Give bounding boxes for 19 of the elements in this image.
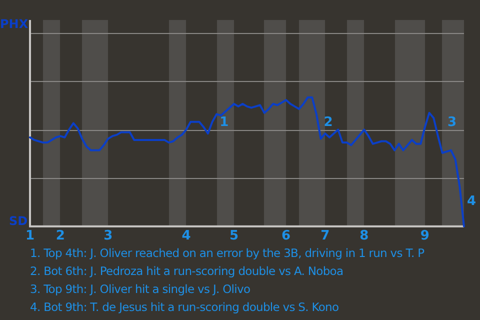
text: 4. Bot 9th: T. de Jesus hit a run-scoring double vs S. Kono: [30, 299, 340, 316]
text: SD: [9, 214, 28, 228]
text: 1. Top 4th: J. Oliver reached on an error by the 3B, driving in 1 run vs T. P: [30, 245, 426, 262]
x-tick-label: 4: [182, 228, 191, 244]
x-tick-label: 6: [282, 228, 291, 244]
x-tick-label: 3: [104, 228, 113, 244]
x-tick-label: 8: [360, 228, 369, 244]
text: 3. Top 9th: J. Oliver hit a single vs J. Olivo: [30, 281, 252, 298]
x-tick-label: 2: [56, 228, 65, 244]
x-tick-label: 5: [229, 228, 239, 244]
text: PHX: [0, 17, 28, 31]
annotation: 2: [324, 115, 333, 130]
x-tick-label: 1: [25, 228, 35, 244]
text: 4: [467, 194, 476, 209]
text: 2. Bot 6th: J. Pedroza hit a run-scoring double vs A. Noboa: [30, 263, 344, 280]
x-tick-label: 9: [420, 228, 430, 244]
x-tick-label: 7: [320, 228, 330, 244]
annotation: 3: [447, 115, 457, 130]
annotation: 1: [220, 115, 229, 130]
